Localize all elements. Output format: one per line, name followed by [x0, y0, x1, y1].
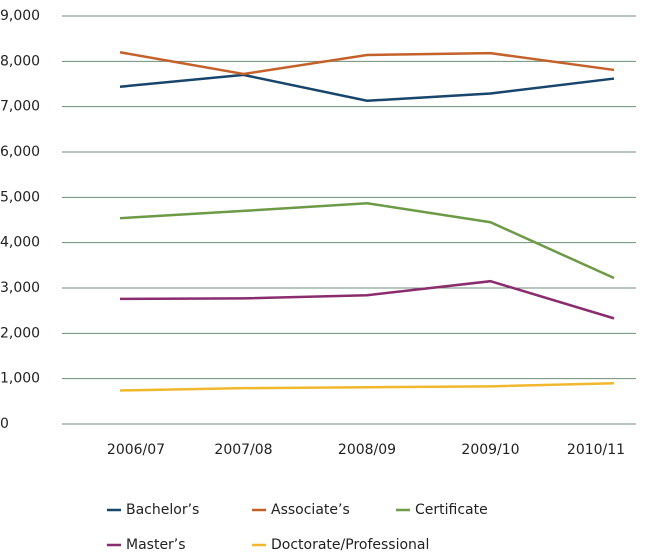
- x-tick-label: 2010/11: [567, 442, 625, 458]
- y-tick-label: 9,000: [0, 8, 40, 24]
- series-line: [119, 201, 615, 280]
- legend-label: Doctorate/Professional: [271, 537, 429, 552]
- series-line: [119, 381, 615, 392]
- x-tick-label: 2008/09: [338, 442, 396, 458]
- y-tick-label: 1,000: [0, 371, 40, 387]
- y-tick-label: 6,000: [0, 144, 40, 160]
- y-tick-label: 4,000: [0, 235, 40, 251]
- x-tick-label: 2006/07: [107, 442, 165, 458]
- legend-label: Master’s: [126, 537, 186, 552]
- x-tick-label: 2009/10: [461, 442, 519, 458]
- legend-label: Certificate: [415, 502, 488, 518]
- series-line: [119, 51, 615, 76]
- y-tick-label: 5,000: [0, 189, 40, 205]
- series-line: [119, 279, 615, 320]
- legend-label: Bachelor’s: [126, 502, 199, 518]
- y-tick-label: 8,000: [0, 53, 40, 69]
- y-tick-label: 0: [0, 416, 9, 432]
- series-line: [119, 73, 615, 103]
- y-tick-label: 7,000: [0, 99, 40, 115]
- y-tick-label: 3,000: [0, 280, 40, 296]
- y-tick-label: 2,000: [0, 325, 40, 341]
- legend-label: Associate’s: [271, 502, 350, 518]
- x-tick-label: 2007/08: [214, 442, 272, 458]
